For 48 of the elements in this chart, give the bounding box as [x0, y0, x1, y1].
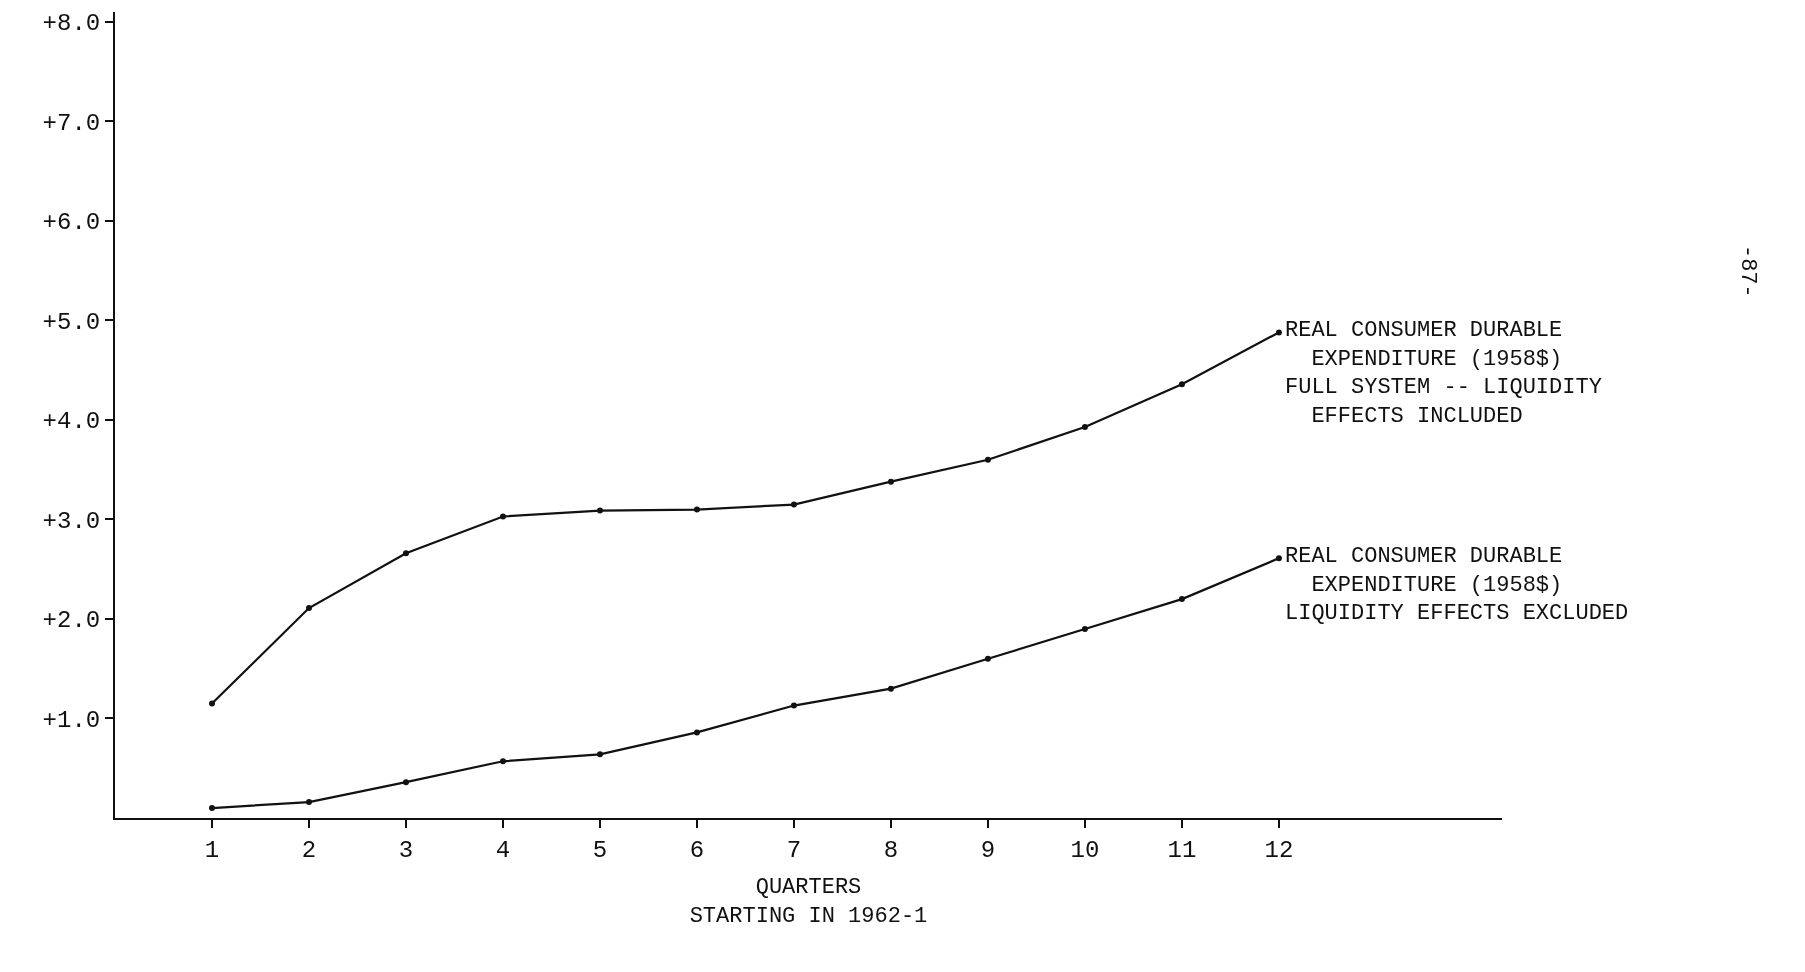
x-tick-label: 11: [1167, 836, 1197, 864]
point: [499, 513, 506, 520]
text: -87-: [1734, 244, 1760, 298]
point: [790, 702, 797, 709]
y-tick-label: +2.0: [42, 607, 101, 635]
x-axis-title: QUARTERS STARTING IN 1962-1: [689, 875, 928, 929]
point: [1081, 625, 1088, 632]
y-tick-label: +4.0: [42, 408, 101, 436]
x-tick-label: 10: [1070, 836, 1100, 864]
point: [887, 478, 894, 485]
point: [693, 506, 700, 513]
point: [1275, 329, 1282, 336]
y-tick-label: +3.0: [42, 507, 101, 535]
point: [693, 729, 700, 736]
point: [1178, 596, 1185, 603]
point: [1275, 555, 1282, 562]
point: [402, 779, 409, 786]
x-tick-label: 6: [689, 836, 705, 864]
x-tick-label: 4: [495, 836, 511, 864]
point: [984, 456, 991, 463]
point: [499, 758, 506, 765]
y-tick-label: +5.0: [42, 308, 101, 336]
point: [596, 507, 603, 514]
point: [208, 700, 215, 707]
y-tick-label: +7.0: [42, 109, 101, 137]
point: [305, 605, 312, 612]
point: [887, 685, 894, 692]
y-tick-label: +6.0: [42, 209, 101, 237]
x-tick-label: 9: [980, 836, 996, 864]
y-tick-label: +8.0: [42, 10, 101, 38]
x-tick-label: 7: [786, 836, 802, 864]
point: [790, 501, 797, 508]
y-tick-label: +1.0: [42, 706, 101, 734]
series-label: REAL CONSUMER DURABLE EXPENDITURE (1958$) FULL SYSTEM -- LIQUIDITY EFFECTS INCLUDED: [1285, 318, 1602, 429]
point: [305, 799, 312, 806]
x-tick-label: 3: [398, 836, 414, 864]
x-tick-label: 8: [883, 836, 899, 864]
x-tick-label: 1: [204, 836, 220, 864]
point: [208, 805, 215, 812]
point: [402, 550, 409, 557]
x-tick-label: 12: [1264, 836, 1294, 864]
x-tick-label: 2: [301, 836, 317, 864]
point: [596, 751, 603, 758]
x-tick-label: 5: [592, 836, 608, 864]
point: [1081, 423, 1088, 430]
point: [1178, 381, 1185, 388]
point: [984, 655, 991, 662]
series-label: REAL CONSUMER DURABLE EXPENDITURE (1958$) LIQUIDITY EFFECTS EXCLUDED: [1285, 544, 1629, 627]
